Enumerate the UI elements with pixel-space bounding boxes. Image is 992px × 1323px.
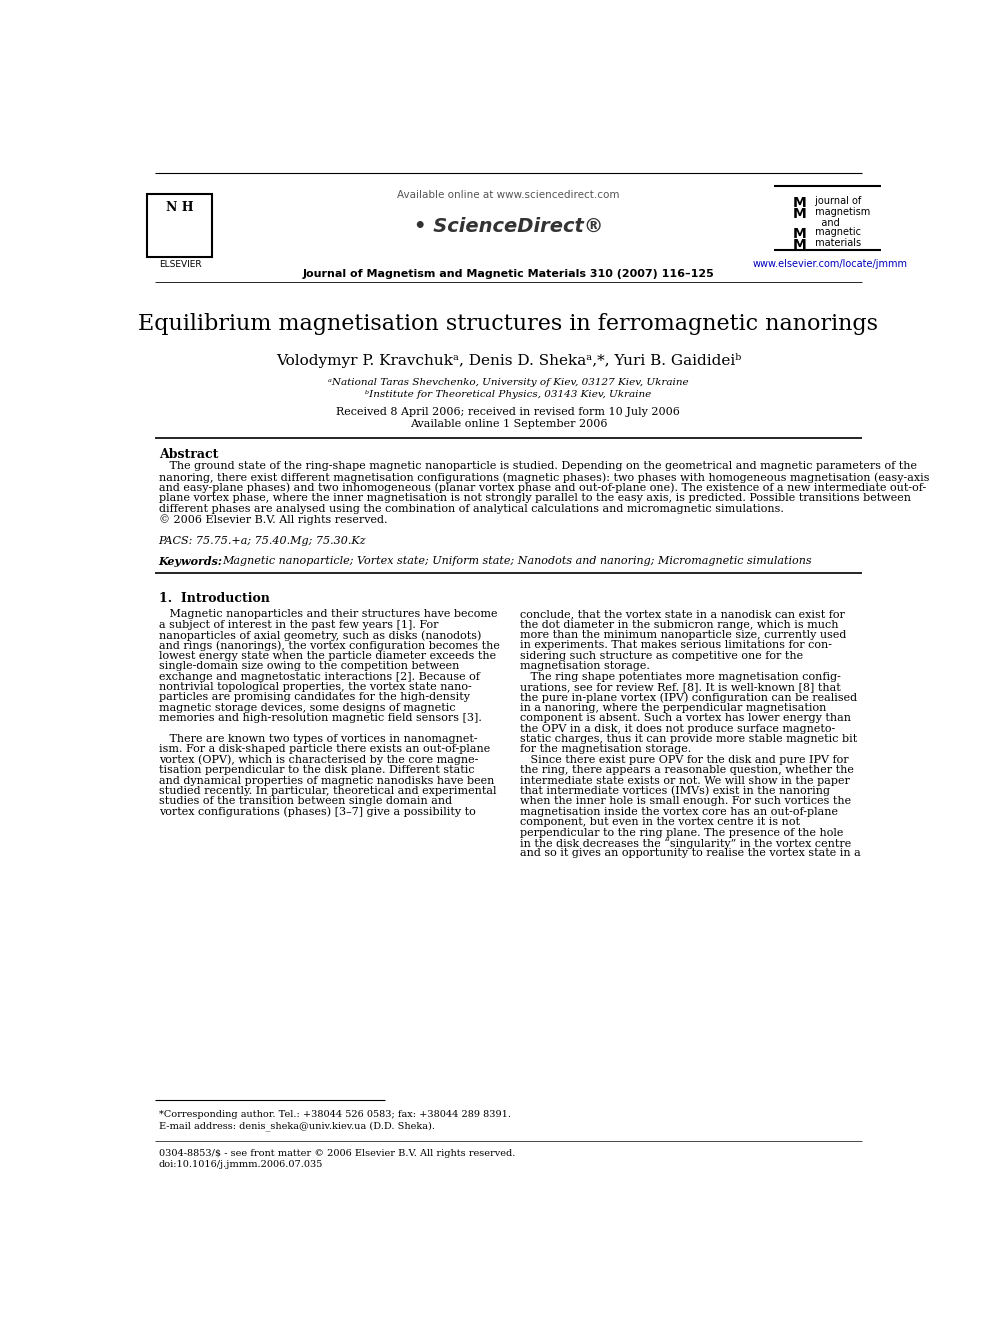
Text: The ring shape potentiates more magnetisation config-: The ring shape potentiates more magnetis… (520, 672, 841, 681)
Text: nontrivial topological properties, the vortex state nano-: nontrivial topological properties, the v… (159, 681, 471, 692)
Text: single-domain size owing to the competition between: single-domain size owing to the competit… (159, 662, 459, 671)
Text: ᵇInstitute for Theoretical Physics, 03143 Kiev, Ukraine: ᵇInstitute for Theoretical Physics, 0314… (365, 390, 652, 398)
Text: PACS: 75.75.+a; 75.40.Mg; 75.30.Kz: PACS: 75.75.+a; 75.40.Mg; 75.30.Kz (159, 536, 366, 546)
Text: © 2006 Elsevier B.V. All rights reserved.: © 2006 Elsevier B.V. All rights reserved… (159, 515, 387, 525)
Text: M: M (793, 228, 806, 241)
Text: when the inner hole is small enough. For such vortices the: when the inner hole is small enough. For… (520, 796, 851, 806)
Text: Keywords:: Keywords: (159, 556, 226, 568)
Text: magnetisation inside the vortex core has an out-of-plane: magnetisation inside the vortex core has… (520, 807, 838, 816)
Text: The ground state of the ring-shape magnetic nanoparticle is studied. Depending o: The ground state of the ring-shape magne… (159, 462, 917, 471)
Text: component is absent. Such a vortex has lower energy than: component is absent. Such a vortex has l… (520, 713, 851, 724)
Text: magnetisation storage.: magnetisation storage. (520, 662, 650, 671)
Text: the OPV in a disk, it does not produce surface magneto-: the OPV in a disk, it does not produce s… (520, 724, 835, 733)
Text: Equilibrium magnetisation structures in ferromagnetic nanorings: Equilibrium magnetisation structures in … (139, 312, 878, 335)
Text: component, but even in the vortex centre it is not: component, but even in the vortex centre… (520, 818, 800, 827)
Text: vortex configurations (phases) [3–7] give a possibility to: vortex configurations (phases) [3–7] giv… (159, 807, 475, 818)
Text: for the magnetisation storage.: for the magnetisation storage. (520, 745, 691, 754)
Text: N H: N H (167, 201, 193, 214)
Text: the dot diameter in the submicron range, which is much: the dot diameter in the submicron range,… (520, 619, 838, 630)
Text: Received 8 April 2006; received in revised form 10 July 2006: Received 8 April 2006; received in revis… (336, 407, 681, 418)
Text: Magnetic nanoparticles and their structures have become: Magnetic nanoparticles and their structu… (159, 609, 497, 619)
Text: and easy-plane phases) and two inhomogeneous (planar vortex phase and out-of-pla: and easy-plane phases) and two inhomogen… (159, 483, 926, 493)
Text: nanoring, there exist different magnetisation configurations (magnetic phases): : nanoring, there exist different magnetis… (159, 472, 930, 483)
Text: www.elsevier.com/locate/jmmm: www.elsevier.com/locate/jmmm (752, 259, 908, 269)
Text: in experiments. That makes serious limitations for con-: in experiments. That makes serious limit… (520, 640, 832, 651)
Text: static charges, thus it can provide more stable magnetic bit: static charges, thus it can provide more… (520, 734, 857, 744)
Text: intermediate state exists or not. We will show in the paper: intermediate state exists or not. We wil… (520, 775, 850, 786)
Text: M: M (793, 196, 806, 210)
Text: conclude, that the vortex state in a nanodisk can exist for: conclude, that the vortex state in a nan… (520, 609, 845, 619)
Text: ELSEVIER: ELSEVIER (159, 261, 201, 270)
Text: and dynamical properties of magnetic nanodisks have been: and dynamical properties of magnetic nan… (159, 775, 494, 786)
Text: tisation perpendicular to the disk plane. Different static: tisation perpendicular to the disk plane… (159, 765, 474, 775)
Text: lowest energy state when the particle diameter exceeds the: lowest energy state when the particle di… (159, 651, 496, 660)
Text: ᵃNational Taras Shevchenko, University of Kiev, 03127 Kiev, Ukraine: ᵃNational Taras Shevchenko, University o… (328, 378, 688, 388)
Text: perpendicular to the ring plane. The presence of the hole: perpendicular to the ring plane. The pre… (520, 827, 843, 837)
Text: more than the minimum nanoparticle size, currently used: more than the minimum nanoparticle size,… (520, 630, 846, 640)
Text: Magnetic nanoparticle; Vortex state; Uniform state; Nanodots and nanoring; Micro: Magnetic nanoparticle; Vortex state; Uni… (222, 556, 812, 566)
Text: studies of the transition between single domain and: studies of the transition between single… (159, 796, 451, 806)
Text: 0304-8853/$ - see front matter © 2006 Elsevier B.V. All rights reserved.: 0304-8853/$ - see front matter © 2006 El… (159, 1148, 515, 1158)
Text: urations, see for review Ref. [8]. It is well-known [8] that: urations, see for review Ref. [8]. It is… (520, 681, 840, 692)
Text: doi:10.1016/j.jmmm.2006.07.035: doi:10.1016/j.jmmm.2006.07.035 (159, 1160, 323, 1168)
Text: in the disk decreases the “singularity” in the vortex centre: in the disk decreases the “singularity” … (520, 837, 851, 848)
Text: Journal of Magnetism and Magnetic Materials 310 (2007) 116–125: Journal of Magnetism and Magnetic Materi… (303, 269, 714, 279)
Text: vortex (OPV), which is characterised by the core magne-: vortex (OPV), which is characterised by … (159, 754, 478, 765)
Text: the pure in-plane vortex (IPV) configuration can be realised: the pure in-plane vortex (IPV) configura… (520, 692, 857, 703)
Text: memories and high-resolution magnetic field sensors [3].: memories and high-resolution magnetic fi… (159, 713, 481, 724)
Text: in a nanoring, where the perpendicular magnetisation: in a nanoring, where the perpendicular m… (520, 703, 826, 713)
Text: *Corresponding author. Tel.: +38044 526 0583; fax: +38044 289 8391.: *Corresponding author. Tel.: +38044 526 … (159, 1110, 511, 1119)
Text: different phases are analysed using the combination of analytical calculations a: different phases are analysed using the … (159, 504, 784, 513)
Text: materials: materials (812, 238, 861, 249)
Text: sidering such structure as competitive one for the: sidering such structure as competitive o… (520, 651, 804, 660)
Text: Volodymyr P. Kravchukᵃ, Denis D. Shekaᵃ,*, Yuri B. Gaidideiᵇ: Volodymyr P. Kravchukᵃ, Denis D. Shekaᵃ,… (276, 353, 741, 368)
Text: E-mail address: denis_sheka@univ.kiev.ua (D.D. Sheka).: E-mail address: denis_sheka@univ.kiev.ua… (159, 1122, 434, 1131)
Text: magnetic storage devices, some designs of magnetic: magnetic storage devices, some designs o… (159, 703, 455, 713)
Text: ism. For a disk-shaped particle there exists an out-of-plane: ism. For a disk-shaped particle there ex… (159, 745, 490, 754)
Text: and rings (nanorings), the vortex configuration becomes the: and rings (nanorings), the vortex config… (159, 640, 499, 651)
Text: plane vortex phase, where the inner magnetisation is not strongly parallel to th: plane vortex phase, where the inner magn… (159, 493, 911, 503)
Text: Available online at www.sciencedirect.com: Available online at www.sciencedirect.co… (397, 189, 620, 200)
Text: 1.  Introduction: 1. Introduction (159, 593, 270, 605)
Text: nanoparticles of axial geometry, such as disks (nanodots): nanoparticles of axial geometry, such as… (159, 630, 481, 640)
Text: particles are promising candidates for the high-density: particles are promising candidates for t… (159, 692, 469, 703)
Text: studied recently. In particular, theoretical and experimental: studied recently. In particular, theoret… (159, 786, 496, 796)
Text: and: and (812, 218, 840, 228)
Text: There are known two types of vortices in nanomagnet-: There are known two types of vortices in… (159, 734, 477, 744)
Text: exchange and magnetostatic interactions [2]. Because of: exchange and magnetostatic interactions … (159, 672, 479, 681)
Text: a subject of interest in the past few years [1]. For: a subject of interest in the past few ye… (159, 619, 438, 630)
Text: magnetic: magnetic (812, 228, 861, 237)
Text: Since there exist pure OPV for the disk and pure IPV for: Since there exist pure OPV for the disk … (520, 754, 848, 765)
Text: and so it gives an opportunity to realise the vortex state in a: and so it gives an opportunity to realis… (520, 848, 861, 859)
Text: M: M (793, 208, 806, 221)
Text: Abstract: Abstract (159, 448, 218, 462)
Text: the ring, there appears a reasonable question, whether the: the ring, there appears a reasonable que… (520, 765, 854, 775)
Text: Available online 1 September 2006: Available online 1 September 2006 (410, 419, 607, 429)
Text: magnetism: magnetism (812, 208, 870, 217)
Text: M: M (793, 238, 806, 253)
Text: journal of: journal of (812, 196, 861, 205)
Text: • ScienceDirect®: • ScienceDirect® (414, 217, 603, 235)
Bar (147, 194, 212, 257)
Text: that intermediate vortices (IMVs) exist in the nanoring: that intermediate vortices (IMVs) exist … (520, 786, 830, 796)
